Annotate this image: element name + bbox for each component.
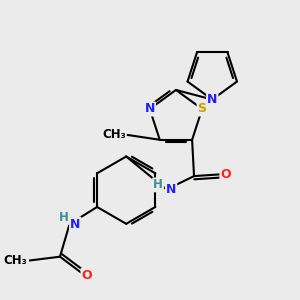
Text: S: S bbox=[198, 103, 207, 116]
Text: N: N bbox=[166, 183, 176, 196]
Text: H: H bbox=[59, 211, 69, 224]
Text: CH₃: CH₃ bbox=[102, 128, 126, 141]
Text: O: O bbox=[81, 269, 92, 282]
Text: N: N bbox=[207, 93, 217, 106]
Text: N: N bbox=[145, 103, 155, 116]
Text: CH₃: CH₃ bbox=[4, 254, 28, 267]
Text: O: O bbox=[220, 168, 231, 181]
Text: H: H bbox=[153, 178, 163, 191]
Text: N: N bbox=[70, 218, 80, 231]
